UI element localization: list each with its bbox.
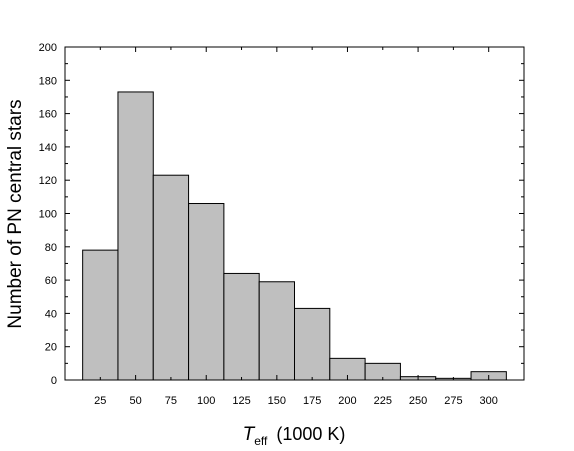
y-tick-label: 40: [45, 308, 57, 320]
x-axis-label-unit: (1000 K): [276, 424, 345, 444]
y-tick-label: 180: [39, 75, 57, 87]
x-tick-label: 175: [303, 395, 321, 407]
x-tick-label: 275: [444, 395, 462, 407]
x-tick-label: 50: [129, 395, 141, 407]
y-tick-label: 100: [39, 209, 57, 221]
x-tick-label: 250: [409, 395, 427, 407]
histogram-bar: [152, 174, 190, 381]
y-tick-label: 160: [39, 109, 57, 121]
y-tick-label: 0: [51, 375, 57, 387]
x-tick-label: 200: [338, 395, 356, 407]
histogram-bar: [223, 272, 260, 381]
x-tick-label: 300: [480, 395, 498, 407]
histogram-bar: [117, 91, 154, 381]
histogram-bar: [188, 203, 225, 381]
x-tick-label: 150: [268, 395, 286, 407]
y-tick-label: 60: [45, 275, 57, 287]
tick-labels-group: 0 20 40 60 80 100 120 140 160 180 200 25 50 75 100 125 1…: [39, 42, 498, 407]
y-axis-label: Number of PN central stars: [5, 99, 26, 328]
bars-group: [82, 91, 507, 381]
x-axis-label-subscript: eff: [254, 434, 268, 448]
histogram-bar: [82, 249, 119, 381]
y-tick-label: 80: [45, 242, 57, 254]
y-tick-label: 20: [45, 342, 57, 354]
x-tick-label: 100: [197, 395, 215, 407]
x-axis-label: Teff (1000 K): [243, 424, 346, 448]
y-tick-label: 120: [39, 175, 57, 187]
x-tick-label: 75: [165, 395, 177, 407]
x-axis-label-symbol: T: [243, 424, 256, 445]
histogram-bar: [258, 281, 296, 381]
y-tick-label: 200: [39, 42, 57, 54]
x-tick-label: 225: [374, 395, 392, 407]
x-tick-label: 25: [94, 395, 106, 407]
y-tick-label: 140: [39, 142, 57, 154]
histogram-bar: [294, 307, 331, 381]
x-tick-label: 125: [232, 395, 250, 407]
ticks-group: [64, 46, 525, 381]
